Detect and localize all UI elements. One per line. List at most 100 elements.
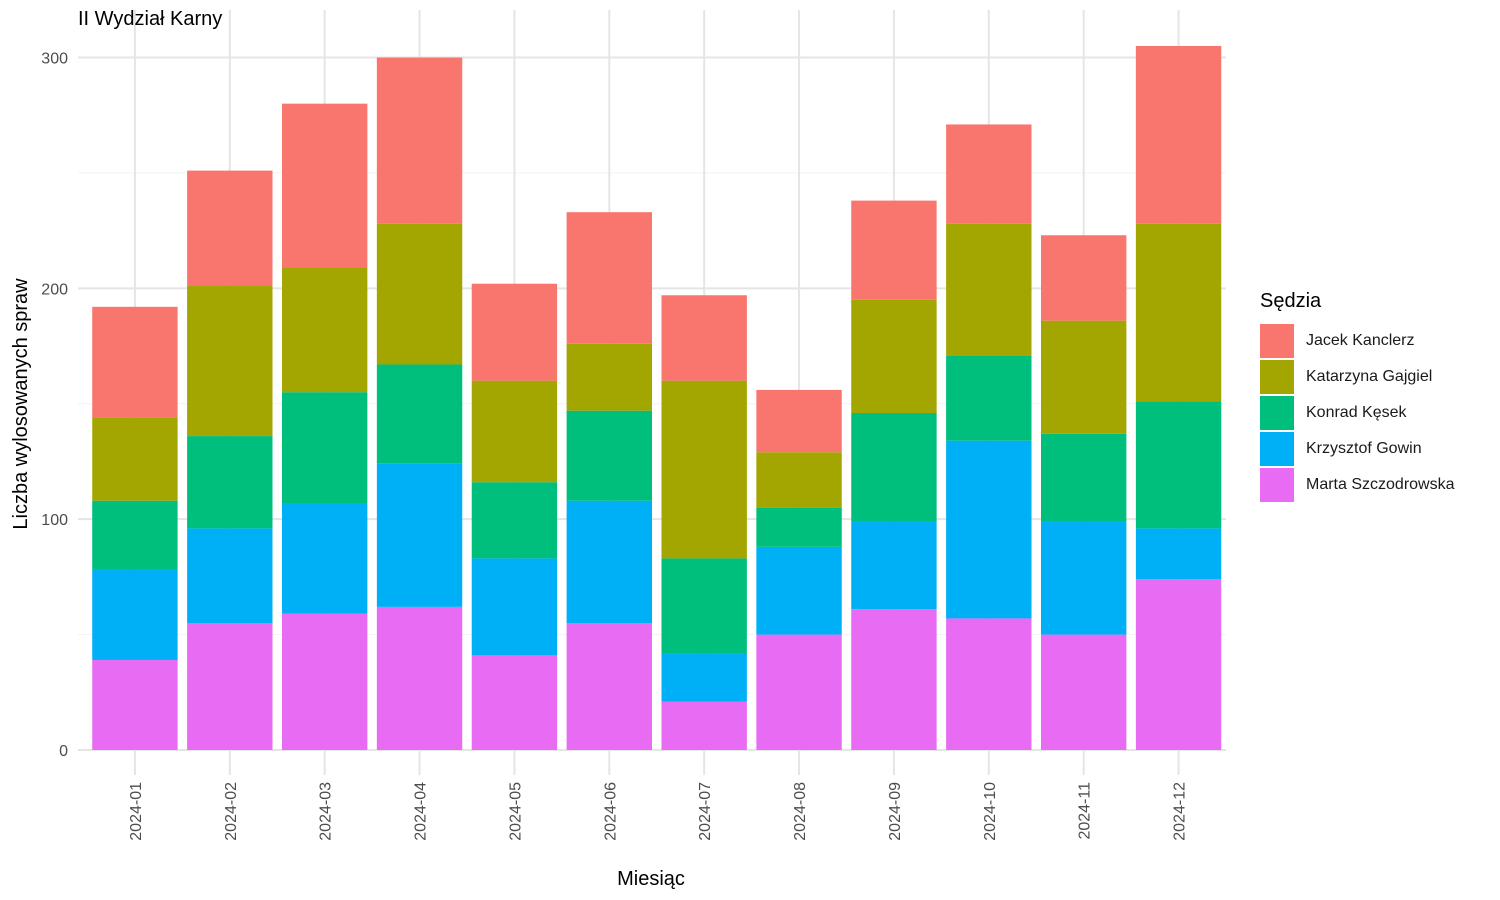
y-axis-title: Liczba wylosowanych spraw <box>10 278 32 530</box>
bar-segment <box>946 355 1032 441</box>
bar-segment <box>756 634 842 750</box>
bar-segment <box>376 223 463 365</box>
y-tick-label: 0 <box>59 743 68 760</box>
bar-segment <box>92 306 178 418</box>
bar-segment <box>187 286 273 437</box>
bar-segment <box>851 412 937 522</box>
x-tick-label: 2024-03 <box>318 782 335 841</box>
bar-segment <box>566 623 652 750</box>
legend-key <box>1260 432 1294 466</box>
bar-segment <box>851 200 937 300</box>
bar-segment <box>1040 235 1127 321</box>
bar-segment <box>946 124 1032 224</box>
bar-segment <box>281 103 368 268</box>
bar-segment <box>1135 528 1222 580</box>
x-tick-label: 2024-02 <box>223 782 240 841</box>
x-tick-label: 2024-07 <box>697 782 714 841</box>
bar-segment <box>187 170 273 287</box>
bar-segment <box>756 389 842 453</box>
bar-segment <box>471 558 558 656</box>
bar-segment <box>566 343 652 411</box>
bar-segment <box>756 546 842 635</box>
legend-item: Jacek Kanclerz <box>1260 323 1455 359</box>
x-tick-label: 2024-08 <box>792 782 809 841</box>
bar-segment <box>946 440 1032 619</box>
y-tick-label: 100 <box>41 512 68 529</box>
bar-segment <box>1135 45 1222 224</box>
legend-key <box>1260 324 1294 358</box>
bar-segment <box>376 606 463 750</box>
bar-segment <box>661 558 747 654</box>
bar-segment <box>661 701 747 750</box>
legend-key <box>1260 468 1294 502</box>
legend-items: Jacek Kanclerz Katarzyna Gajgiel Konrad Kę… <box>1260 323 1455 503</box>
x-tick-label: 2024-10 <box>982 782 999 841</box>
bar-segment <box>946 618 1032 750</box>
bar-segment <box>92 569 178 660</box>
bar-segment <box>566 212 652 344</box>
bar-segment <box>281 503 368 614</box>
bar-segment <box>376 463 463 607</box>
bar-segment <box>1040 320 1127 434</box>
legend-item: Konrad Kęsek <box>1260 395 1455 431</box>
x-tick-label: 2024-12 <box>1172 782 1189 841</box>
bar-segment <box>1040 433 1127 522</box>
x-tick-label: 2024-04 <box>413 782 430 841</box>
bar-segment <box>851 609 937 750</box>
x-tick-label: 2024-11 <box>1077 782 1094 840</box>
bar-segment <box>471 283 558 381</box>
bar-segment <box>851 521 937 610</box>
bar-segment <box>1135 401 1222 529</box>
x-tick-label: 2024-01 <box>128 782 145 841</box>
chart-title: II Wydział Karny <box>78 8 223 30</box>
bar-segment <box>1040 634 1127 750</box>
bar-segment <box>566 500 652 624</box>
legend: Sędzia Jacek Kanclerz Katarzyna Gajgiel Ko… <box>1260 290 1455 503</box>
legend-key <box>1260 396 1294 430</box>
bar-segment <box>92 500 178 570</box>
bar-segment <box>92 417 178 501</box>
bar-segment <box>281 267 368 393</box>
bar-segment <box>661 653 747 702</box>
bar-segment <box>471 482 558 559</box>
x-axis-ticks: 2024-01 2024-02 2024-03 2024-04 2024-05 2024-… <box>128 782 1189 841</box>
legend-item: Katarzyna Gajgiel <box>1260 359 1455 395</box>
legend-key <box>1260 360 1294 394</box>
bar-segment <box>281 613 368 750</box>
bar-segment <box>1135 579 1222 750</box>
bar-segment <box>376 364 463 464</box>
bar-segment <box>1040 521 1127 635</box>
x-tick-label: 2024-09 <box>887 782 904 841</box>
bar-segment <box>756 507 842 547</box>
bar-segment <box>187 528 273 624</box>
legend-item: Marta Szczodrowska <box>1260 467 1455 503</box>
bar-segment <box>946 223 1032 356</box>
bar-segment <box>281 392 368 504</box>
x-axis-title: Miesiąc <box>617 868 685 890</box>
y-tick-label: 200 <box>41 281 68 298</box>
bar-segment <box>566 410 652 501</box>
bar-segment <box>661 380 747 559</box>
bar-segment <box>187 436 273 529</box>
legend-label: Krzysztof Gowin <box>1306 440 1422 457</box>
y-tick-label: 300 <box>41 51 68 68</box>
bar-segment <box>92 659 178 750</box>
bar-segment <box>471 655 558 750</box>
legend-label: Konrad Kęsek <box>1306 404 1407 421</box>
legend-label: Katarzyna Gajgiel <box>1306 368 1433 385</box>
bar-segment <box>376 57 463 224</box>
legend-label: Marta Szczodrowska <box>1306 476 1455 493</box>
legend-label: Jacek Kanclerz <box>1306 332 1415 349</box>
legend-item: Krzysztof Gowin <box>1260 431 1455 467</box>
bar-segment <box>756 452 842 508</box>
bar-segment <box>1135 223 1222 402</box>
bar-segment <box>851 299 937 413</box>
y-axis-ticks: 0 100 200 300 <box>41 51 68 761</box>
legend-title: Sędzia <box>1260 290 1322 312</box>
x-tick-label: 2024-05 <box>507 782 524 841</box>
bars-layer <box>92 45 1222 750</box>
bar-segment <box>471 380 558 483</box>
bar-segment <box>187 623 273 750</box>
x-tick-label: 2024-06 <box>602 782 619 841</box>
